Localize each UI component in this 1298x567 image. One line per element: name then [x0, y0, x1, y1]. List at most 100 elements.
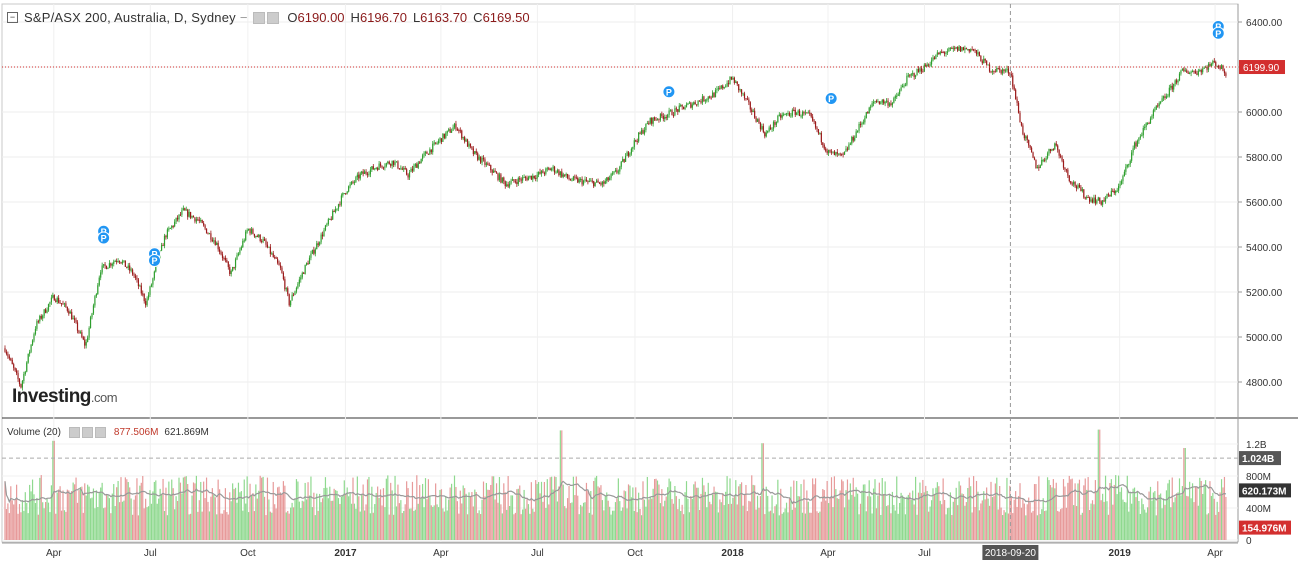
- volume-bar: [784, 508, 786, 540]
- candle-body: [190, 211, 192, 218]
- volume-bar: [1154, 491, 1156, 540]
- volume-bar: [136, 478, 138, 540]
- candle-body: [916, 68, 918, 76]
- volume-bar: [1197, 505, 1199, 540]
- settings-icon[interactable]: [81, 427, 93, 438]
- candle-body: [820, 133, 822, 143]
- candle-body: [536, 174, 538, 179]
- volume-bar: [836, 498, 838, 540]
- volume-bar: [762, 443, 764, 540]
- volume-bar: [719, 499, 721, 540]
- volume-bar: [429, 495, 431, 540]
- candle-body: [436, 142, 438, 144]
- volume-bar: [819, 511, 821, 540]
- volume-bar: [220, 513, 222, 540]
- volume-bar: [613, 510, 615, 540]
- visibility-icon[interactable]: [68, 427, 80, 438]
- volume-bar: [832, 507, 834, 540]
- candle-body: [179, 214, 182, 216]
- candle-body: [784, 113, 786, 115]
- candle-body: [1119, 183, 1121, 186]
- candle-body: [301, 272, 303, 278]
- volume-bar: [481, 499, 483, 540]
- settings-icon[interactable]: [267, 11, 280, 24]
- volume-bar: [435, 483, 437, 540]
- candle-body: [517, 178, 519, 185]
- candle-body: [335, 208, 337, 213]
- volume-bar: [849, 483, 851, 540]
- visibility-icon[interactable]: [253, 11, 266, 24]
- candle-body: [46, 310, 48, 313]
- candle-body: [171, 225, 173, 228]
- candle-body: [242, 240, 244, 248]
- candle-body: [845, 148, 847, 152]
- volume-bar: [82, 512, 84, 540]
- candle-body: [94, 296, 96, 306]
- volume-bar: [353, 503, 356, 540]
- volume-bar: [1042, 498, 1044, 540]
- close-value: 6169.50: [482, 10, 530, 25]
- candle-body: [855, 131, 857, 138]
- volume-bar: [1145, 512, 1147, 540]
- volume-bar: [153, 481, 155, 540]
- volume-bar: [487, 489, 489, 540]
- candle-body: [137, 279, 139, 287]
- volume-bar: [1091, 500, 1094, 540]
- low-label: L: [412, 10, 421, 25]
- candle-body: [745, 98, 747, 100]
- volume-bar: [829, 496, 831, 540]
- volume-bar: [974, 507, 976, 540]
- volume-bar: [79, 487, 81, 540]
- volume-bar: [549, 477, 551, 540]
- candle-body: [871, 103, 873, 107]
- volume-bar: [1176, 493, 1178, 540]
- volume-bar: [301, 500, 303, 540]
- candle-body: [794, 109, 796, 115]
- volume-bar: [561, 430, 563, 540]
- candle-body: [448, 129, 450, 131]
- close-icon[interactable]: [94, 427, 106, 438]
- volume-bar: [194, 483, 196, 540]
- volume-bar: [835, 489, 837, 540]
- volume-bar: [799, 496, 801, 540]
- candle-body: [707, 96, 709, 100]
- logo-suffix: .com: [90, 390, 118, 405]
- volume-bar: [687, 498, 689, 540]
- collapse-icon[interactable]: −: [7, 12, 18, 23]
- volume-bar: [871, 513, 873, 540]
- candle-body: [1094, 197, 1096, 204]
- x-tick-label: 2017: [334, 548, 357, 559]
- candle-body: [585, 179, 588, 182]
- candle-body: [568, 177, 570, 180]
- candle-body: [107, 267, 109, 270]
- candle-body: [935, 54, 937, 59]
- candle-body: [1065, 169, 1067, 171]
- volume-bar: [23, 510, 25, 540]
- candle-body: [274, 257, 276, 259]
- volume-bar: [1070, 479, 1072, 540]
- volume-bar: [432, 506, 434, 540]
- candle-body: [71, 311, 73, 320]
- candle-body: [930, 60, 933, 65]
- volume-bar: [130, 498, 132, 540]
- volume-bar: [640, 515, 643, 540]
- candle-body: [567, 173, 569, 178]
- candle-body: [609, 177, 611, 181]
- volume-bar: [1046, 477, 1049, 540]
- volume-bar: [250, 494, 253, 540]
- volume-bar: [50, 485, 52, 540]
- candle-body: [742, 93, 744, 95]
- candle-body: [472, 148, 474, 155]
- volume-bar: [610, 514, 612, 540]
- volume-bar: [1032, 510, 1034, 540]
- candle-body: [533, 175, 535, 178]
- dropdown-icon[interactable]: −: [239, 10, 248, 25]
- volume-bar: [211, 488, 213, 540]
- volume-bar: [683, 514, 685, 540]
- candle-body: [923, 64, 925, 72]
- volume-bar: [568, 486, 570, 540]
- candle-body: [983, 58, 985, 64]
- volume-bar: [1116, 494, 1118, 540]
- volume-bar: [999, 486, 1001, 540]
